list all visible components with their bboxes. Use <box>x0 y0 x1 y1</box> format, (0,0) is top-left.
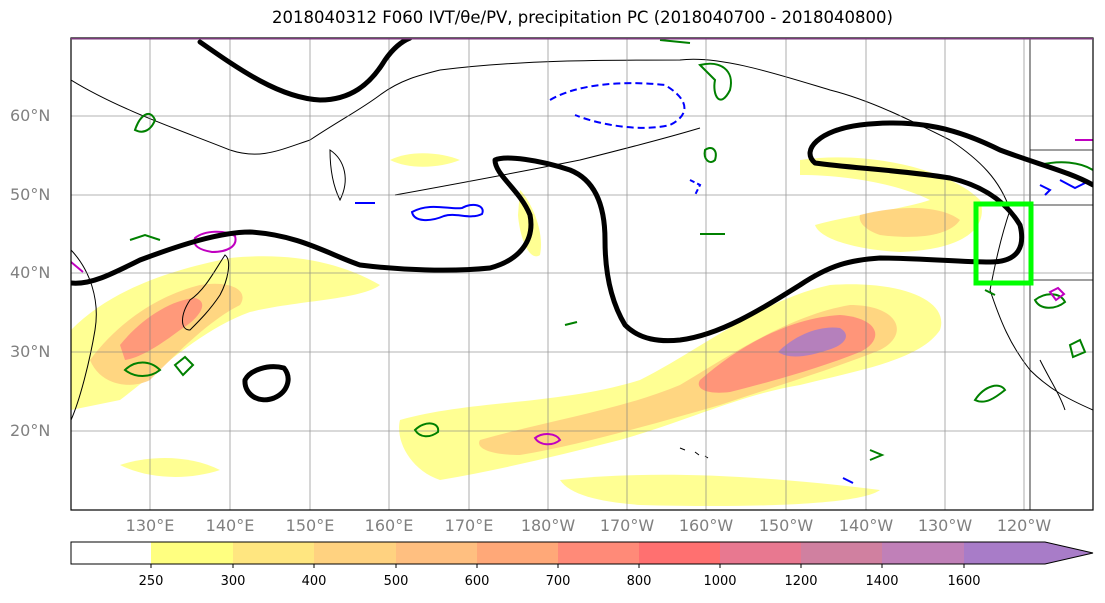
lat-label-50n: 50°N <box>10 185 51 204</box>
lon-label-140e: 140°E <box>205 516 255 535</box>
map-frame-top <box>71 38 1093 40</box>
colorbar <box>70 541 1094 568</box>
lon-label-120w: 120°W <box>996 516 1052 535</box>
coast-alaska <box>439 58 1011 211</box>
pv-green-4 <box>173 355 195 377</box>
cb-seg-1 <box>151 542 233 564</box>
cb-seg-8 <box>720 542 801 564</box>
cb-seg-10 <box>882 542 964 564</box>
coast-japan <box>182 254 230 331</box>
coast-asia-east <box>71 249 97 421</box>
ivt-small-3 <box>120 458 220 477</box>
pv-blue-5 <box>1039 184 1052 196</box>
pv-blue-7 <box>842 477 854 484</box>
cb-seg-0 <box>71 542 151 564</box>
pv-green-2 <box>129 233 161 241</box>
lon-label-170e: 170°E <box>444 516 494 535</box>
lon-label-140w: 140°W <box>838 516 894 535</box>
colorbar-label-600: 600 <box>464 574 490 589</box>
page-title: 2018040312 F060 IVT/θe/PV, precipitation… <box>0 8 1105 27</box>
cb-seg-11-arrow <box>964 542 1093 564</box>
ivt-central-max <box>778 327 847 357</box>
pv-green-14 <box>984 289 996 296</box>
coast-kamchatka <box>329 149 346 202</box>
colorbar-label-500: 500 <box>383 574 409 589</box>
cb-seg-6 <box>558 542 639 564</box>
pv-green-12 <box>1068 338 1087 359</box>
pv-green-1 <box>133 112 157 133</box>
lon-label-150w: 150°W <box>758 516 814 535</box>
title-text: 2018040312 F060 IVT/θe/PV, precipitation… <box>272 8 893 27</box>
pv-green-7 <box>1033 293 1067 309</box>
colorbar-label-700: 700 <box>545 574 571 589</box>
lon-label-170w: 170°W <box>599 516 655 535</box>
lon-label-160w: 160°W <box>678 516 734 535</box>
cb-seg-7 <box>639 542 720 564</box>
gridlines <box>71 38 1093 510</box>
colorbar-label-1000: 1000 <box>703 574 737 589</box>
pv-green-10 <box>703 147 717 163</box>
target-region-box <box>973 201 1034 286</box>
ivt-south-band <box>560 474 880 507</box>
pv-green-5 <box>413 422 440 438</box>
lon-label-160e: 160°E <box>364 516 414 535</box>
lon-label-130e: 130°E <box>125 516 175 535</box>
pv-blue-6 <box>1059 179 1086 190</box>
ivt-band-sw-max <box>120 298 203 360</box>
pv-green-3 <box>123 361 162 377</box>
colorbar-ticks <box>150 564 965 568</box>
lon-label-130w: 130°W <box>917 516 973 535</box>
coast-asia-north <box>71 69 441 155</box>
pv-green-9 <box>698 62 732 101</box>
coast-na-west <box>989 209 1093 411</box>
coast-aleutians <box>394 127 701 196</box>
cb-seg-9 <box>801 542 882 564</box>
theta-e-closed <box>242 364 291 403</box>
pv-green-11 <box>869 449 885 461</box>
pv-magenta-1 <box>193 230 237 254</box>
pv-contours-magenta <box>71 139 1093 446</box>
pv-magenta-2 <box>533 433 562 446</box>
pv-contours-green <box>123 39 1093 461</box>
coast-hawaii <box>679 447 709 459</box>
theta-e-contours <box>71 38 1093 403</box>
pv-magenta-4 <box>71 261 84 273</box>
pv-green-6 <box>973 384 1007 403</box>
theta-e-main <box>71 120 1093 344</box>
coast-baja <box>1039 359 1066 411</box>
pv-blue-1 <box>410 203 484 222</box>
lat-label-40n: 40°N <box>10 263 51 282</box>
lat-label-20n: 20°N <box>10 421 51 440</box>
pv-blue-3 <box>689 179 702 196</box>
colorbar-label-1200: 1200 <box>784 574 818 589</box>
cb-seg-2 <box>233 542 314 564</box>
pv-magenta-3 <box>1048 286 1066 302</box>
pv-blue-2 <box>549 82 686 129</box>
cb-seg-4 <box>396 542 477 564</box>
cb-seg-5 <box>477 542 558 564</box>
colorbar-label-1400: 1400 <box>865 574 899 589</box>
colorbar-label-800: 800 <box>626 574 652 589</box>
lat-label-30n: 30°N <box>10 342 51 361</box>
lon-label-150e: 150°E <box>285 516 335 535</box>
lon-label-180w: 180°W <box>520 516 576 535</box>
ivt-small-1 <box>390 153 460 167</box>
colorbar-label-400: 400 <box>301 574 327 589</box>
theta-e-north <box>197 38 413 103</box>
colorbar-label-300: 300 <box>220 574 246 589</box>
pv-green-13 <box>564 321 578 326</box>
pv-green-15 <box>659 39 691 44</box>
lat-label-60n: 60°N <box>10 106 51 125</box>
cb-seg-3 <box>314 542 396 564</box>
colorbar-label-1600: 1600 <box>947 574 981 589</box>
colorbar-label-250: 250 <box>138 574 164 589</box>
ivt-north-mid <box>859 208 960 237</box>
colorbar-outline <box>70 541 1094 565</box>
pv-contours-blue <box>355 82 1086 484</box>
